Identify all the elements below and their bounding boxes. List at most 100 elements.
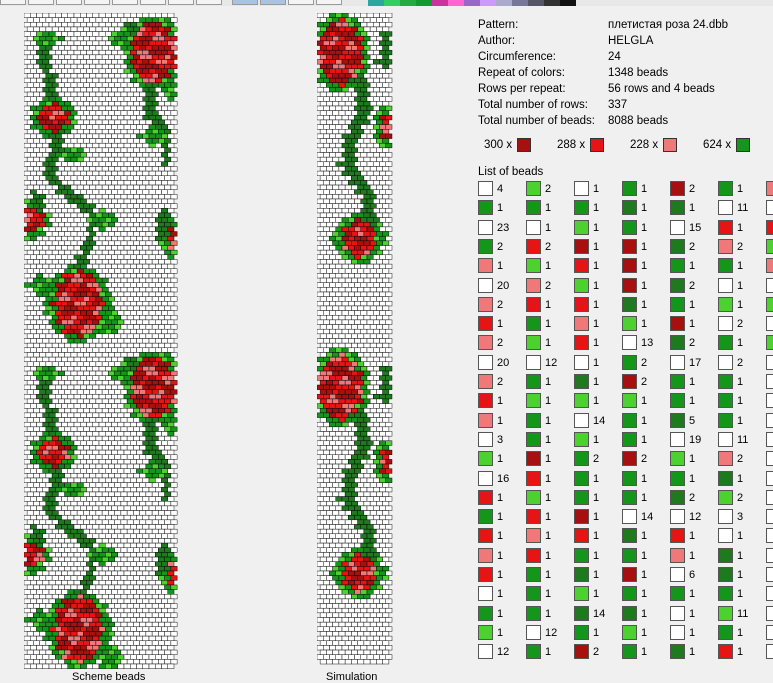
scheme-bead (55, 356, 62, 362)
scheme-bead (36, 552, 43, 558)
toolbar-button[interactable] (168, 0, 194, 5)
palette-swatch[interactable] (512, 0, 528, 6)
scheme-bead (136, 105, 143, 111)
toolbar-button[interactable] (288, 0, 314, 5)
scheme-bead (36, 59, 43, 65)
scheme-bead (123, 384, 131, 390)
bead-scheme-canvas[interactable] (24, 13, 179, 673)
scheme-bead (45, 631, 53, 637)
scheme-bead (170, 408, 178, 414)
scheme-bead (167, 552, 175, 558)
scheme-bead (33, 398, 40, 404)
scheme-bead (61, 291, 68, 297)
simulation-bead (379, 431, 386, 437)
scheme-bead (64, 156, 72, 163)
simulation-bead (363, 491, 371, 497)
toolbar-button[interactable] (56, 0, 82, 5)
scheme-bead (126, 426, 134, 432)
scheme-bead (95, 222, 103, 228)
toolbar-button[interactable] (140, 0, 166, 5)
palette-swatch[interactable] (528, 0, 544, 6)
scheme-bead (120, 361, 128, 367)
scheme-bead (167, 440, 175, 446)
palette-swatch[interactable] (448, 0, 464, 6)
scheme-bead (108, 26, 115, 32)
simulation-bead (360, 459, 368, 465)
scheme-bead (139, 528, 147, 535)
scheme-bead (55, 347, 62, 353)
simulation-bead (366, 635, 374, 641)
simulation-bead (373, 142, 380, 149)
scheme-bead (39, 342, 47, 349)
scheme-bead (164, 184, 172, 190)
simulation-bead (366, 487, 374, 493)
palette-swatch[interactable] (464, 0, 480, 6)
palette-swatch[interactable] (368, 0, 384, 6)
scheme-bead (142, 347, 150, 353)
scheme-bead (36, 384, 43, 390)
scheme-bead (161, 170, 168, 176)
toolbar-button[interactable] (260, 0, 286, 5)
simulation-bead (329, 542, 336, 548)
toolbar-button[interactable] (232, 0, 258, 5)
scheme-bead (155, 310, 162, 316)
scheme-bead (36, 40, 43, 46)
scheme-bead (161, 468, 168, 474)
scheme-bead (136, 663, 143, 669)
simulation-bead (338, 631, 346, 637)
palette-swatch[interactable] (544, 0, 560, 6)
bead-simulation-canvas[interactable] (317, 13, 393, 669)
palette-swatch[interactable] (480, 0, 496, 6)
simulation-bead (335, 59, 343, 65)
scheme-bead (61, 626, 68, 632)
simulation-bead (363, 315, 371, 321)
palette-swatch[interactable] (384, 0, 400, 6)
simulation-bead (323, 152, 330, 158)
scheme-bead (148, 31, 156, 37)
scheme-bead (36, 542, 43, 548)
simulation-bead (351, 156, 358, 163)
palette-swatch[interactable] (416, 0, 432, 6)
scheme-bead (39, 333, 47, 339)
scheme-bead (98, 68, 106, 74)
simulation-bead (363, 612, 371, 618)
scheme-bead (108, 519, 115, 525)
simulation-bead (354, 68, 361, 74)
scheme-bead (80, 217, 87, 223)
palette-swatch[interactable] (560, 0, 576, 6)
scheme-bead (148, 570, 156, 576)
toolbar-button[interactable] (316, 0, 342, 5)
scheme-bead (26, 594, 34, 600)
simulation-bead (351, 54, 358, 60)
simulation-bead (360, 87, 368, 93)
simulation-bead (376, 54, 383, 60)
scheme-bead (73, 189, 81, 195)
scheme-bead (70, 54, 78, 60)
toolbar-button[interactable] (28, 0, 54, 5)
scheme-bead (98, 105, 106, 111)
scheme-bead (139, 659, 147, 665)
scheme-bead (126, 82, 134, 88)
toolbar-button[interactable] (0, 0, 26, 5)
palette-swatch[interactable] (400, 0, 416, 6)
toolbar-button[interactable] (84, 0, 110, 5)
toolbar-button[interactable] (196, 0, 222, 5)
simulation-bead (354, 347, 361, 353)
scheme-bead (126, 203, 134, 209)
palette-swatch[interactable] (432, 0, 448, 6)
scheme-bead (86, 598, 93, 604)
palette-swatch[interactable] (496, 0, 512, 6)
scheme-bead (39, 380, 47, 386)
scheme-bead (70, 36, 78, 42)
scheme-bead (145, 184, 153, 190)
simulation-bead (323, 235, 330, 242)
toolbar-button[interactable] (112, 0, 138, 5)
scheme-bead (45, 156, 53, 163)
simulation-bead (354, 459, 361, 465)
scheme-bead (151, 398, 159, 404)
scheme-bead (83, 566, 90, 572)
scheme-bead (67, 626, 75, 632)
simulation-bead (360, 449, 368, 455)
scheme-bead (45, 333, 53, 339)
scheme-bead (89, 91, 97, 97)
